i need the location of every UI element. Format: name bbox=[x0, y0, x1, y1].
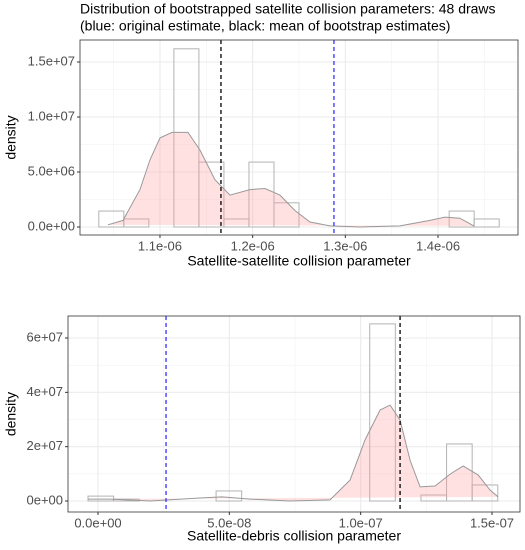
y-axis-label: density bbox=[3, 115, 19, 159]
density-curve bbox=[87, 404, 499, 502]
density-curve bbox=[107, 131, 475, 228]
chart-subtitle: (blue: original estimate, black: mean of… bbox=[80, 18, 450, 34]
x-tick-label: 1.0e-07 bbox=[339, 515, 383, 530]
y-tick-label: 0.0e+00 bbox=[28, 218, 75, 233]
x-axis-label: Satellite-satellite collision parameter bbox=[187, 253, 411, 269]
x-tick-label: 1.2e-06 bbox=[231, 238, 275, 253]
histogram-bar bbox=[198, 161, 225, 228]
y-tick-label: 4e+07 bbox=[26, 384, 63, 399]
x-tick-label: 1.5e-07 bbox=[470, 515, 514, 530]
x-tick-label: 5.0e-08 bbox=[207, 515, 251, 530]
histogram-bar bbox=[248, 161, 275, 228]
y-tick-label: 1.0e+07 bbox=[28, 108, 75, 123]
y-axis-label: density bbox=[3, 392, 19, 436]
x-tick-label: 1.3e-06 bbox=[323, 238, 367, 253]
histogram-bar bbox=[273, 202, 300, 228]
panel-background bbox=[68, 316, 520, 512]
histogram-bar bbox=[471, 484, 499, 502]
y-tick-label: 2e+07 bbox=[26, 438, 63, 453]
histogram-bar bbox=[446, 443, 473, 502]
y-tick-label: 1.5e+07 bbox=[28, 53, 75, 68]
histogram-bar bbox=[173, 48, 200, 228]
y-tick-label: 6e+07 bbox=[26, 329, 63, 344]
y-tick-label: 0e+00 bbox=[26, 492, 63, 507]
histogram-bar bbox=[87, 495, 115, 502]
x-tick-label: 1.1e-06 bbox=[138, 238, 182, 253]
y-tick-label: 5.0e+06 bbox=[28, 163, 75, 178]
x-tick-label: 0.0e+00 bbox=[74, 515, 121, 530]
x-axis-label: Satellite-debris collision parameter bbox=[187, 528, 401, 544]
panel-border bbox=[67, 315, 521, 513]
histogram-bar bbox=[215, 490, 243, 502]
histogram-bar bbox=[473, 218, 500, 228]
histogram-bar bbox=[123, 218, 150, 228]
panel-border bbox=[79, 39, 519, 236]
chart-title: Distribution of bootstrapped satellite c… bbox=[80, 1, 496, 17]
x-tick-label: 1.4e-06 bbox=[416, 238, 460, 253]
